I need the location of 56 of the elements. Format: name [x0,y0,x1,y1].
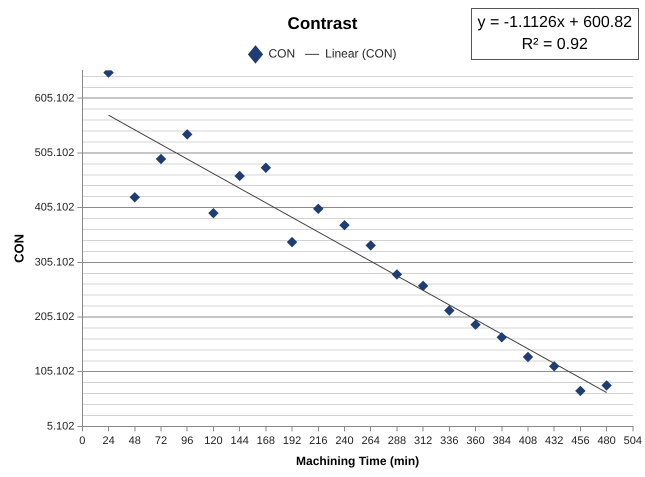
x-tick-label: 216 [309,435,328,448]
x-tick-label: 336 [440,435,459,448]
y-tick-label: 405.102 [34,202,74,214]
point [496,332,507,342]
x-tick-label: 168 [256,435,276,448]
x-tick-label: 0 [79,435,86,448]
text: R² = 0.92 [520,35,589,55]
x-tick-label: 144 [230,435,249,448]
x-axis-title: Machining Time (min) [296,454,420,468]
y-tick-label: 205.102 [34,311,74,324]
point [182,129,192,140]
y-tick-label: 605.102 [34,92,74,104]
x-tick-label: 480 [597,435,616,448]
y-tick-label: 505.102 [34,146,74,159]
point [575,386,586,396]
point [366,240,376,250]
point [156,154,166,164]
x-tick-label: 96 [181,435,194,448]
point [130,192,140,202]
x-tick-label: 432 [545,435,564,448]
point [549,361,560,372]
point [104,70,114,78]
y-tick-label: 5.102 [46,420,74,432]
x-tick-label: 504 [624,435,642,448]
point [444,306,454,316]
x-tick-label: 264 [362,435,380,448]
point [234,170,245,181]
x-tick-label: 24 [102,435,115,448]
x-tick-label: 312 [414,435,432,448]
x-tick-label: 48 [128,435,141,448]
y-tick-label: 105.102 [34,366,74,378]
text: y = -1.1126x + 600.82 [478,13,632,33]
x-tick-label: 120 [204,435,223,448]
point [522,352,533,362]
point [260,162,271,173]
x-tick-label: 384 [492,435,511,448]
point [602,380,612,390]
y-axis-title: CON [11,234,26,263]
y-tick-label: 305.102 [34,256,74,268]
x-tick-label: 240 [335,435,354,448]
x-tick-label: 408 [518,435,538,448]
x-tick-label: 288 [388,435,406,448]
point [470,320,481,330]
point [287,237,298,248]
point [313,204,324,214]
point [208,208,218,218]
legend-label: Linear (CON) [325,46,397,61]
x-tick-label: 456 [571,435,590,448]
x-tick-label: 72 [154,435,168,448]
x-tick-label: 360 [466,435,485,448]
point [392,269,402,280]
point [418,280,428,291]
point [339,220,350,230]
x-tick-label: 192 [282,435,302,448]
legend-label: CON [268,46,296,61]
chart-title: Contrast [288,14,358,33]
